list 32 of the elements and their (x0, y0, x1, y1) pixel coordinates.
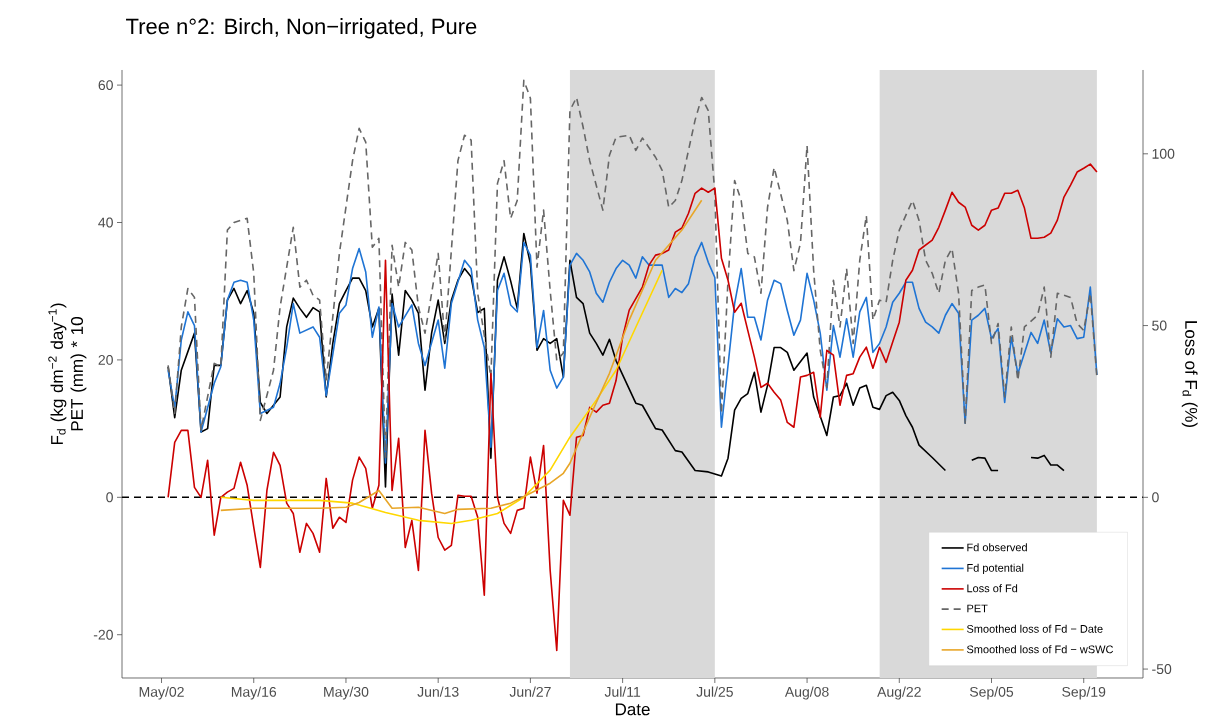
x-tick-label: May/30 (324, 686, 369, 700)
line-series (167, 79, 1098, 459)
legend-label: Fd observed (967, 543, 1027, 552)
x-tick-label: Jun/13 (417, 686, 459, 697)
y2-tick-label: 100 (1152, 148, 1175, 159)
y-tick-label: 0 (106, 492, 113, 503)
legend-label: Smoothed loss of Fd − wSWC (966, 645, 1114, 654)
y-tick-label: 40 (98, 217, 113, 228)
x-tick-label: Sep/19 (1062, 686, 1106, 700)
x-tick-label: Sep/05 (969, 686, 1014, 700)
y-tick-label: 60 (98, 80, 113, 91)
x-tick-label: May/16 (231, 686, 277, 700)
line-series (220, 199, 703, 515)
y2-tick-label: 50 (1152, 320, 1167, 331)
x-tick-label: May/02 (139, 686, 184, 700)
chart-title: Tree n°2: Birch, Non−irrigated, Pure (126, 18, 477, 39)
y2-tick-label: -50 (1152, 664, 1172, 675)
line-series (220, 269, 663, 525)
y2-axis-title: Loss of F$_{d}$ (%) (1181, 321, 1198, 428)
legend-label: Smoothed loss of Fd − Date (966, 624, 1103, 633)
x-tick-label: Jul/25 (696, 686, 733, 697)
x-tick-label: Aug/22 (877, 686, 921, 700)
y-tick-label: -20 (93, 629, 113, 640)
x-tick-label: Jul/11 (604, 686, 641, 697)
legend-label: PET (967, 604, 988, 613)
legend-label: Fd potential (967, 563, 1024, 574)
x-tick-label: Aug/08 (784, 686, 829, 700)
x-axis-title: Date (615, 703, 650, 716)
y2-tick-label: 0 (1152, 492, 1159, 503)
x-tick-label: Jun/27 (509, 686, 551, 697)
legend-label: Loss of Fd (967, 584, 1018, 593)
y-tick-label: 20 (98, 354, 113, 365)
